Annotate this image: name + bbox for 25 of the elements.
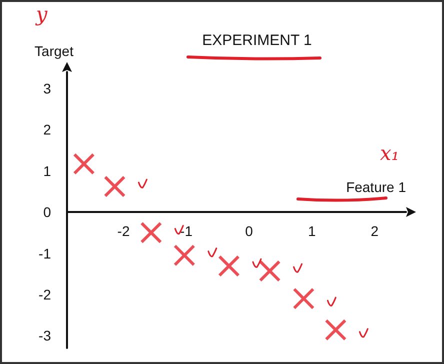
point xyxy=(259,260,280,282)
point xyxy=(218,256,240,277)
chart-title: EXPERIMENT 1 xyxy=(202,32,312,49)
y-tick-label: 0 xyxy=(43,204,52,220)
x-tick-label: 0 xyxy=(245,223,254,240)
y-tick-label: 3 xyxy=(43,80,52,96)
y-tick-label: -1 xyxy=(38,245,52,262)
x-tick-label: 2 xyxy=(370,223,379,240)
point xyxy=(325,319,346,340)
text: y xyxy=(35,2,48,26)
point xyxy=(104,176,126,198)
y-tick-label: -2 xyxy=(38,286,52,302)
y-tick-label: -3 xyxy=(38,328,52,344)
point xyxy=(73,153,94,174)
x-tick-label: -2 xyxy=(117,223,130,240)
y-tick-label: 1 xyxy=(43,162,52,179)
y-tick-label: 2 xyxy=(43,122,52,138)
point xyxy=(293,288,314,310)
annotation: x₁ xyxy=(380,141,400,165)
x-tick-label: -1 xyxy=(180,223,193,240)
point xyxy=(174,244,195,266)
point xyxy=(140,222,162,244)
x-tick-label: 1 xyxy=(308,223,316,240)
y-axis-title: Target xyxy=(34,43,74,59)
x-axis-title: Feature 1 xyxy=(346,179,406,196)
